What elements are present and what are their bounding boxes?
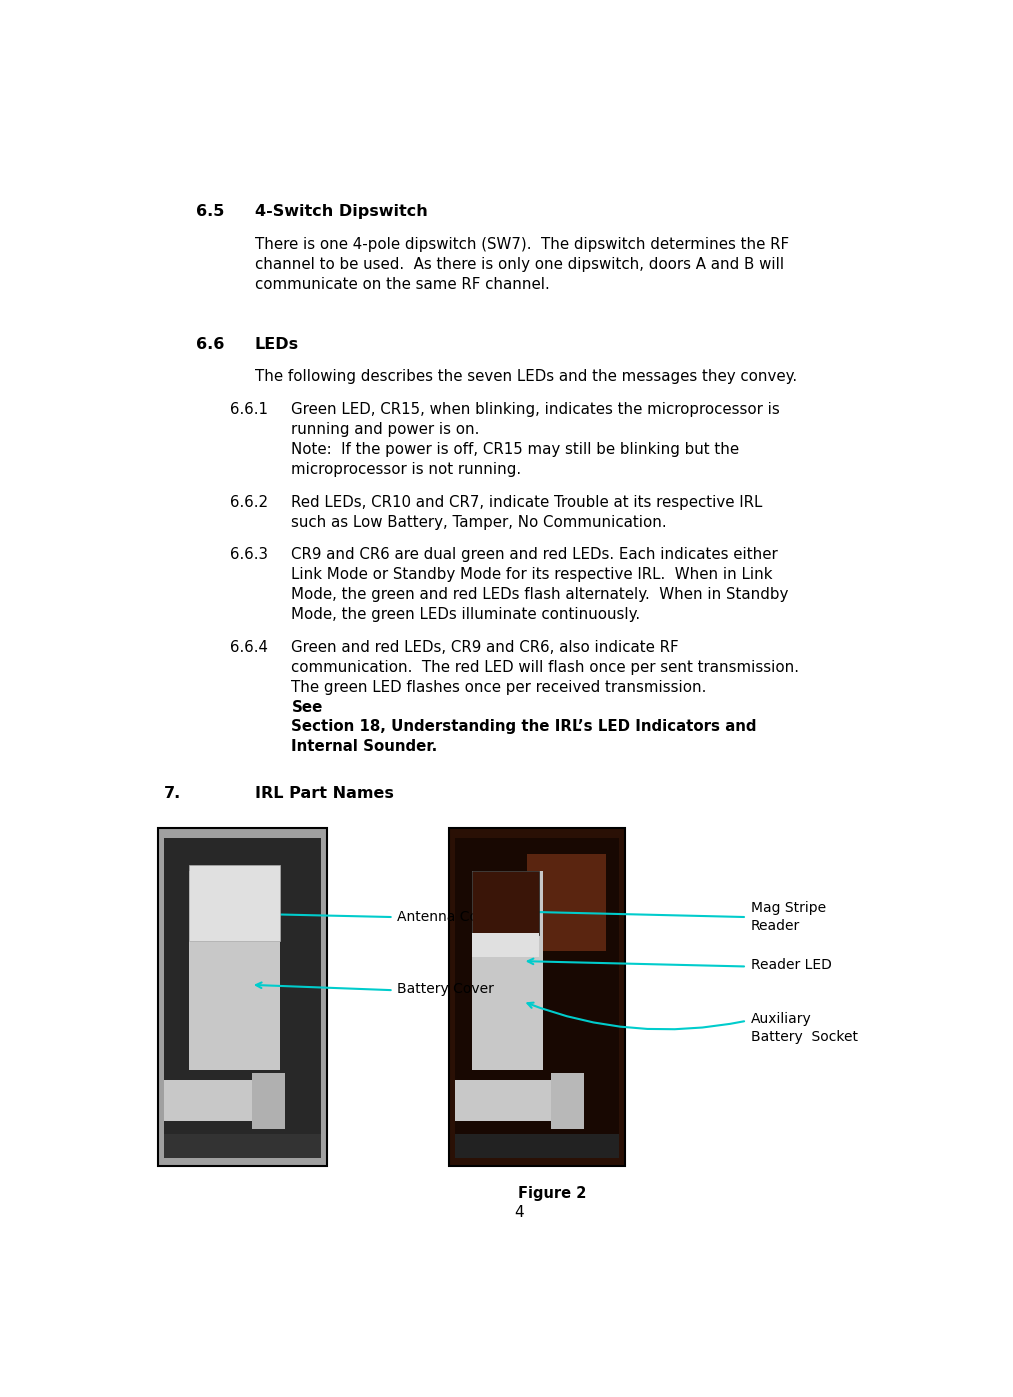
- Bar: [527, 855, 606, 951]
- Bar: [189, 865, 280, 940]
- Text: 6.6.2: 6.6.2: [230, 495, 268, 510]
- Text: 6.6.1: 6.6.1: [230, 402, 268, 418]
- Text: LEDs: LEDs: [254, 337, 299, 352]
- Text: 7.: 7.: [163, 787, 180, 800]
- Text: Battery Cover: Battery Cover: [397, 982, 494, 996]
- Text: There is one 4-pole dipswitch (SW7).  The dipswitch determines the RF: There is one 4-pole dipswitch (SW7). The…: [254, 237, 789, 251]
- Text: 6.6.3: 6.6.3: [230, 548, 268, 563]
- Text: The following describes the seven LEDs and the messages they convey.: The following describes the seven LEDs a…: [254, 369, 796, 384]
- Text: Reader: Reader: [751, 919, 800, 933]
- Text: See: See: [292, 700, 323, 715]
- Bar: [164, 838, 320, 1140]
- Text: 6.6.4: 6.6.4: [230, 640, 268, 655]
- Text: The green LED flashes once per received transmission.: The green LED flashes once per received …: [292, 680, 707, 694]
- Text: Note:  If the power is off, CR15 may still be blinking but the: Note: If the power is off, CR15 may stil…: [292, 441, 739, 457]
- Text: Antenna Cover: Antenna Cover: [397, 909, 501, 923]
- Bar: [158, 827, 327, 1166]
- Text: channel to be used.  As there is only one dipswitch, doors A and B will: channel to be used. As there is only one…: [254, 257, 784, 272]
- Text: Internal Sounder.: Internal Sounder.: [292, 739, 438, 754]
- Text: running and power is on.: running and power is on.: [292, 422, 480, 437]
- Bar: [164, 1134, 320, 1158]
- Bar: [252, 1073, 286, 1129]
- Text: Green LED, CR15, when blinking, indicates the microprocessor is: Green LED, CR15, when blinking, indicate…: [292, 402, 780, 418]
- Text: Mode, the green LEDs illuminate continuously.: Mode, the green LEDs illuminate continuo…: [292, 608, 640, 622]
- Text: IRL Part Names: IRL Part Names: [254, 787, 393, 800]
- Bar: [164, 1080, 266, 1122]
- Bar: [189, 870, 280, 1070]
- Text: Auxiliary: Auxiliary: [751, 1011, 811, 1027]
- Bar: [455, 838, 619, 1140]
- Bar: [455, 1134, 619, 1158]
- Text: 4-Switch Dipswitch: 4-Switch Dipswitch: [254, 204, 427, 219]
- Text: Red LEDs, CR10 and CR7, indicate Trouble at its respective IRL: Red LEDs, CR10 and CR7, indicate Trouble…: [292, 495, 763, 510]
- Text: 6.6: 6.6: [196, 337, 224, 352]
- Text: Mag Stripe: Mag Stripe: [751, 901, 826, 915]
- Text: 4: 4: [515, 1204, 524, 1220]
- Text: Reader LED: Reader LED: [751, 958, 832, 972]
- Text: communication.  The red LED will flash once per sent transmission.: communication. The red LED will flash on…: [292, 659, 799, 675]
- Text: Green and red LEDs, CR9 and CR6, also indicate RF: Green and red LEDs, CR9 and CR6, also in…: [292, 640, 679, 655]
- Text: Mode, the green and red LEDs flash alternately.  When in Standby: Mode, the green and red LEDs flash alter…: [292, 587, 789, 602]
- Bar: [472, 870, 539, 935]
- Text: CR9 and CR6 are dual green and red LEDs. Each indicates either: CR9 and CR6 are dual green and red LEDs.…: [292, 548, 778, 563]
- Bar: [472, 933, 539, 957]
- Text: Section 18, Understanding the IRL’s LED Indicators and: Section 18, Understanding the IRL’s LED …: [292, 719, 757, 735]
- Text: such as Low Battery, Tamper, No Communication.: such as Low Battery, Tamper, No Communic…: [292, 514, 668, 529]
- Bar: [551, 1073, 583, 1129]
- Text: microprocessor is not running.: microprocessor is not running.: [292, 462, 522, 476]
- Text: Link Mode or Standby Mode for its respective IRL.  When in Link: Link Mode or Standby Mode for its respec…: [292, 567, 773, 583]
- Text: Figure 2: Figure 2: [519, 1186, 587, 1201]
- Bar: [455, 1080, 564, 1122]
- Text: Battery  Socket: Battery Socket: [751, 1031, 858, 1045]
- Bar: [472, 870, 543, 1070]
- Text: 6.5: 6.5: [196, 204, 224, 219]
- Bar: [449, 827, 625, 1166]
- Text: communicate on the same RF channel.: communicate on the same RF channel.: [254, 277, 549, 292]
